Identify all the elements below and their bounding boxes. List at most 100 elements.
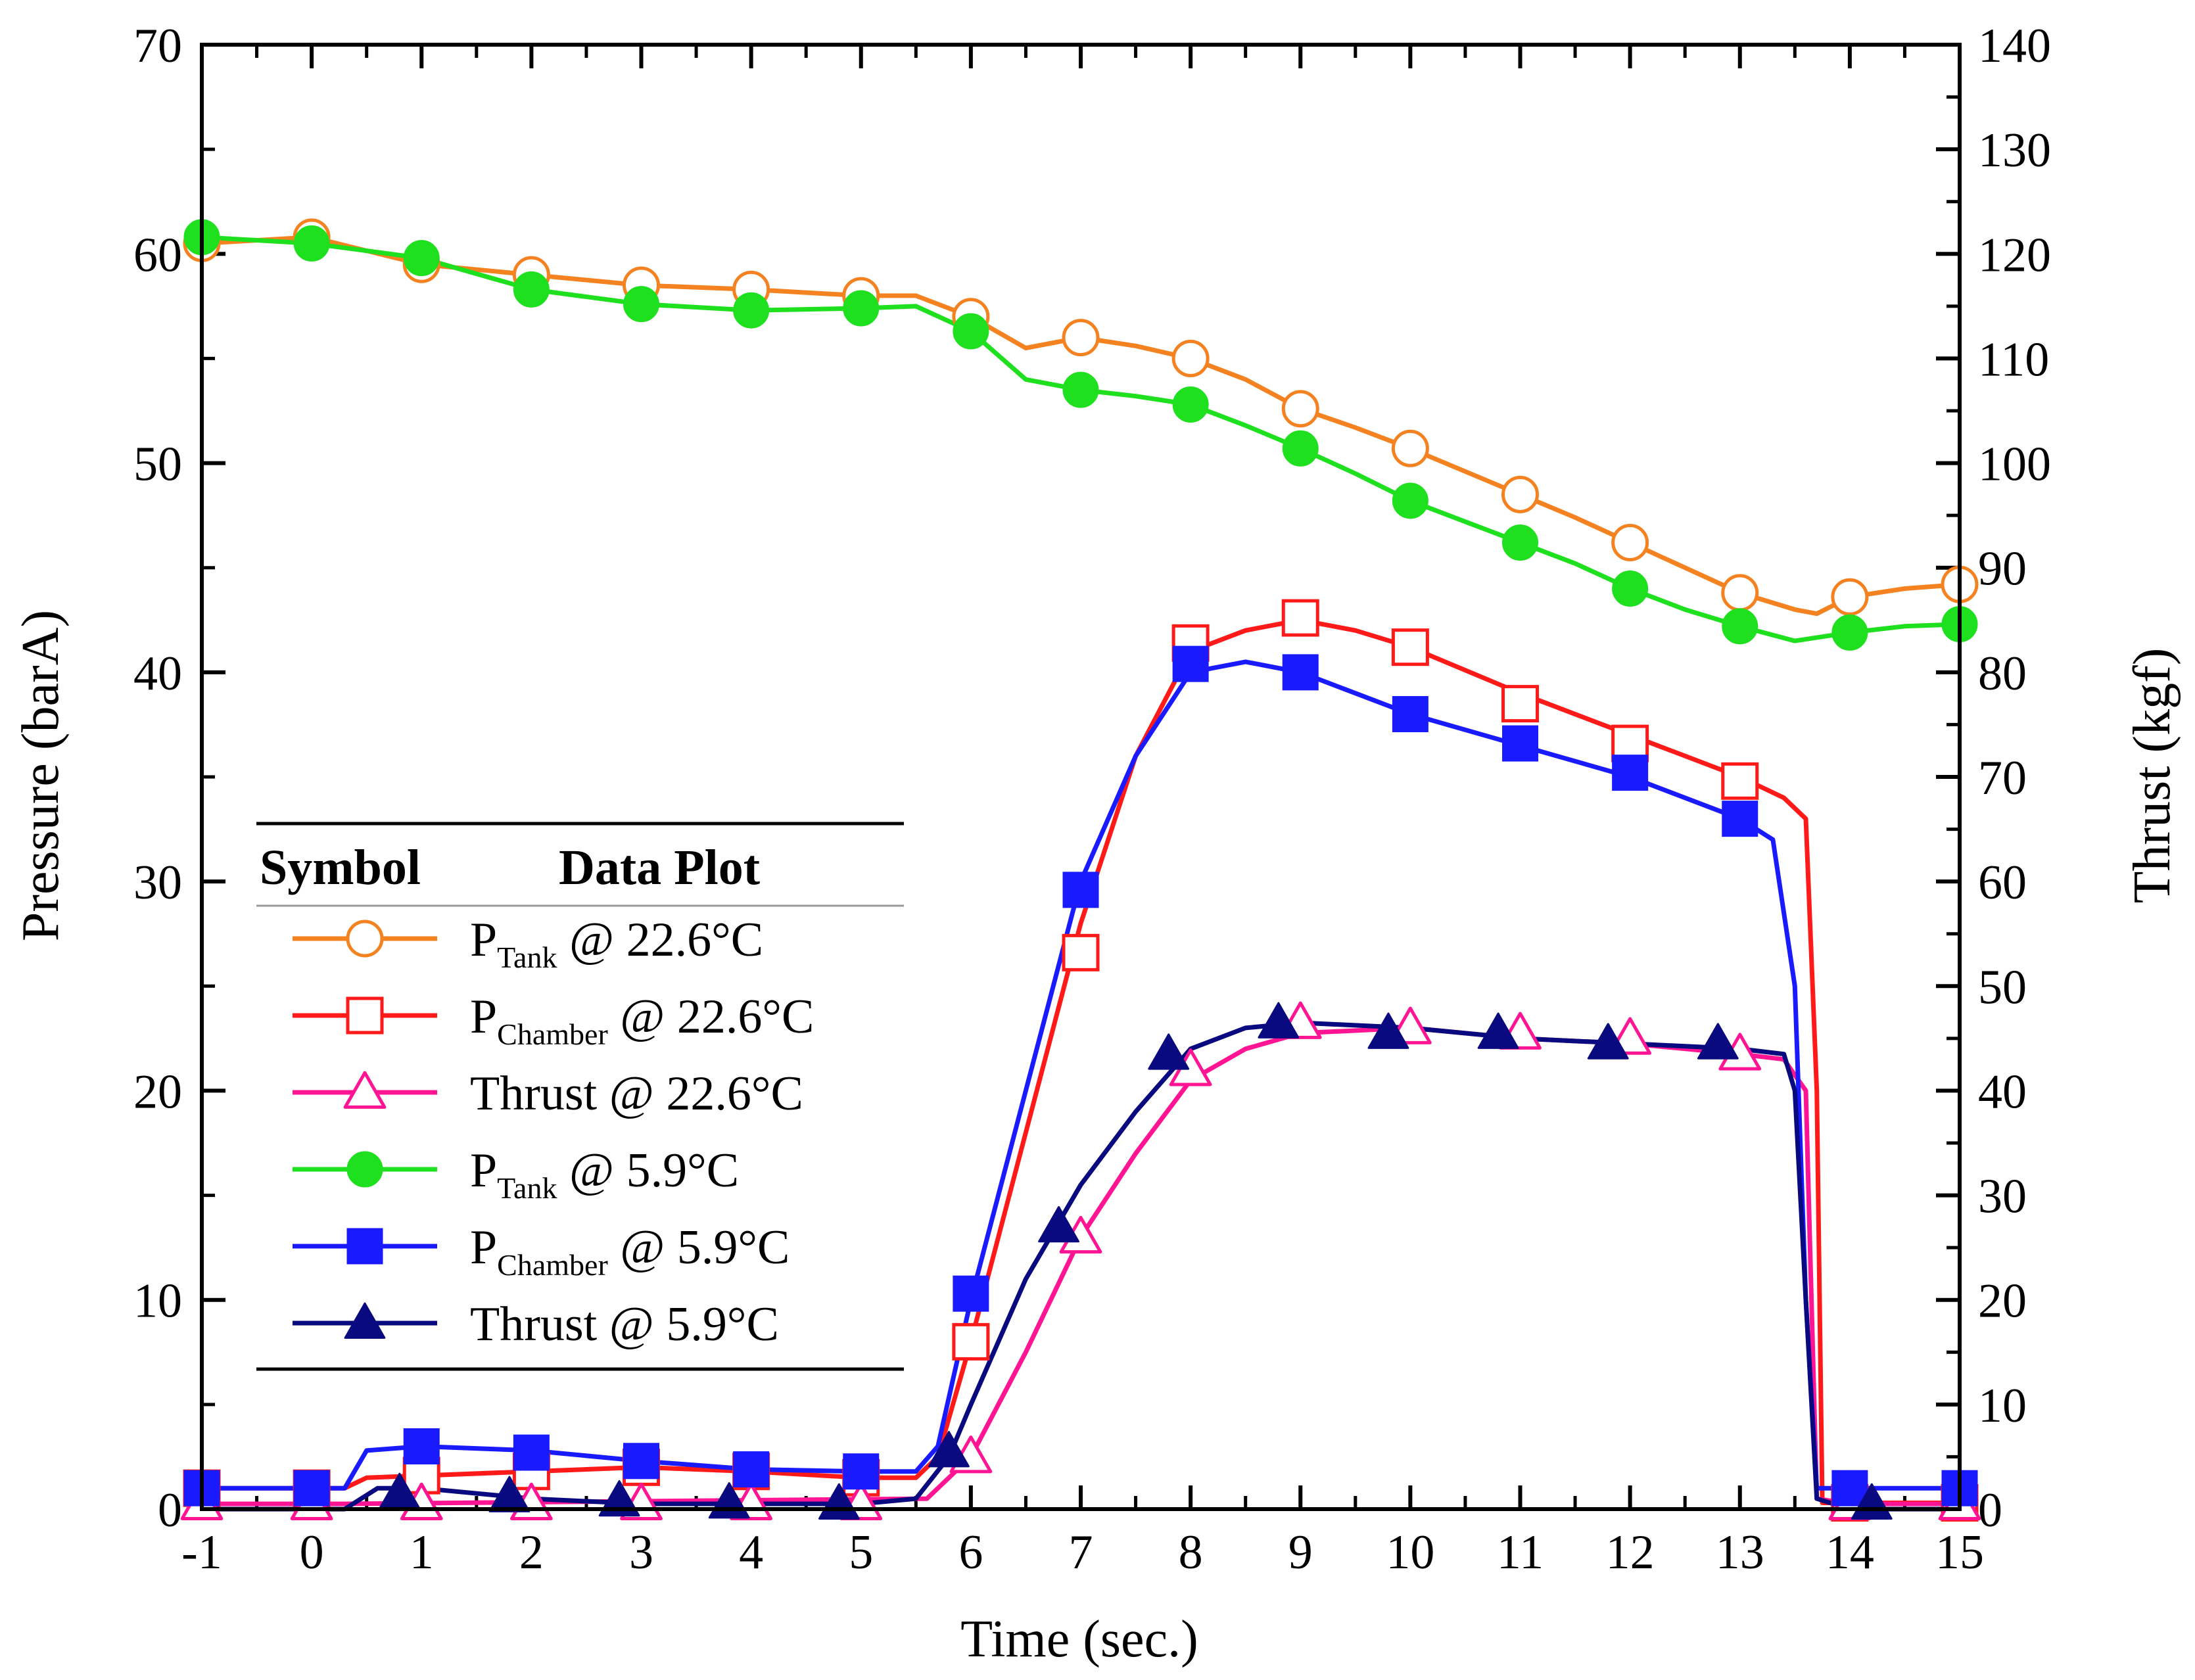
y-right-tick-label: 90 [1978,542,2027,596]
legend-header-data-plot: Data Plot [559,840,760,895]
x-tick-label: 14 [1826,1526,1874,1579]
y-left-tick-label: 70 [133,19,182,73]
y-right-tick-label: 80 [1978,647,2027,701]
series-5-marker [733,1451,770,1488]
y-right-tick-label: 70 [1978,751,2027,805]
tick-labels: -1 0 1 2 3 4 5 6 7 8 9 10 11 12 13 14 150102030405060700… [133,19,2051,1579]
series-5-marker [1612,755,1649,791]
legend-label-1: PTank @ 22.6°C [470,913,763,974]
y-right-tick-label: 130 [1978,124,2051,177]
series-1-marker [1171,339,1210,377]
series-line-4 [201,235,1960,643]
legend-marker-4 [346,1151,383,1188]
series-2-marker [1281,599,1319,637]
x-tick-label: 10 [1386,1526,1434,1579]
series-1-marker [1611,524,1649,562]
series-4-marker [1282,430,1319,467]
x-tick-label: 3 [629,1526,653,1579]
y-right-tick-label: 60 [1978,856,2027,910]
series-6-marker [1038,1205,1079,1243]
legend: Symbol Data Plot PTank @ 22.6°C PChamber … [256,822,904,1371]
series-2-marker [1391,628,1429,666]
series-4-marker [1831,614,1868,651]
x-tick-label: 13 [1716,1526,1764,1579]
series-5-marker [843,1453,880,1490]
legend-rows: PTank @ 22.6°C PChamber @ 22.6°C Thrust @ … [293,913,814,1351]
series-5-marker [1392,696,1428,733]
y-left-tick-label: 10 [133,1274,182,1328]
series-6-marker [598,1480,640,1517]
y-right-tick-label: 20 [1978,1274,2027,1328]
x-tick-label: 0 [300,1526,324,1579]
y-left-tick-label: 40 [133,647,182,701]
y-left-tick-label: 30 [133,856,182,910]
x-tick-label: 12 [1606,1526,1655,1579]
series-6-marker [928,1431,970,1468]
x-axis-title: Time (sec.) [960,1610,1198,1668]
series-4-marker [1612,571,1649,607]
x-tick-label: 4 [739,1526,763,1579]
series-1-marker [1281,390,1319,428]
legend-label-2: PChamber @ 22.6°C [470,990,814,1051]
series-4-marker [733,292,770,329]
series-6-marker [1697,1023,1739,1060]
series-6-marker [1587,1023,1629,1060]
series-5-marker [1282,654,1319,691]
y-right-tick-label: 30 [1978,1170,2027,1224]
series-4-marker [1392,482,1428,519]
legend-marker-2 [346,996,384,1035]
series-6-marker [1258,1002,1300,1038]
y-left-axis-title: Pressure (barA) [12,610,70,941]
y-right-tick-label: 100 [1978,438,2051,492]
x-tick-label: 6 [958,1526,983,1579]
series-4-marker [953,313,989,350]
series-1-marker [1721,574,1759,612]
series-4-marker [843,290,880,327]
series-4-marker [293,225,330,262]
series-2-marker [952,1322,990,1361]
series-1-marker [1062,319,1100,357]
y-right-tick-label: 120 [1978,228,2051,282]
series-4-marker [403,240,440,277]
series-5-marker [403,1428,440,1465]
series-5-marker [1172,645,1209,682]
series-4-marker [1172,386,1209,423]
legend-label-4: PTank @ 5.9°C [470,1144,739,1205]
series-4-marker [1062,371,1099,408]
series-5-marker [623,1443,659,1480]
x-tick-label: 15 [1935,1526,1984,1579]
series-1-marker [1501,475,1539,513]
y-left-tick-label: 60 [133,228,182,282]
series-2-marker [1721,762,1759,800]
x-tick-label: 11 [1497,1526,1544,1579]
legend-label-3: Thrust @ 22.6°C [470,1067,803,1121]
x-tick-label: 2 [519,1526,544,1579]
legend-marker-5 [346,1228,383,1265]
series-1-marker [1831,578,1869,616]
series-5-marker [1831,1470,1868,1506]
series-5-marker [1722,801,1758,837]
legend-marker-1 [346,920,384,958]
plot-area [180,218,1981,1522]
legend-marker-6 [344,1302,386,1339]
y-left-tick-label: 50 [133,438,182,492]
legend-label-6: Thrust @ 5.9°C [470,1297,779,1351]
series-line-1 [201,235,1960,617]
series-6-marker [1477,1012,1519,1049]
series-5-marker [953,1275,989,1312]
series-4-marker [623,286,659,323]
y-right-tick-label: 50 [1978,960,2027,1014]
series-1-marker [1391,429,1429,467]
series-4-marker [513,271,550,308]
series-4-marker [1502,525,1538,561]
plot-frame [200,43,1962,1511]
series-6-marker [488,1476,531,1512]
series-5-marker [293,1470,330,1506]
y-left-tick-label: 0 [158,1483,182,1537]
series-markers [180,218,1981,1522]
y-right-tick-label: 0 [1978,1483,2002,1537]
x-tick-label: 1 [410,1526,434,1579]
series-4-marker [1722,608,1758,645]
y-right-tick-label: 140 [1978,19,2051,73]
